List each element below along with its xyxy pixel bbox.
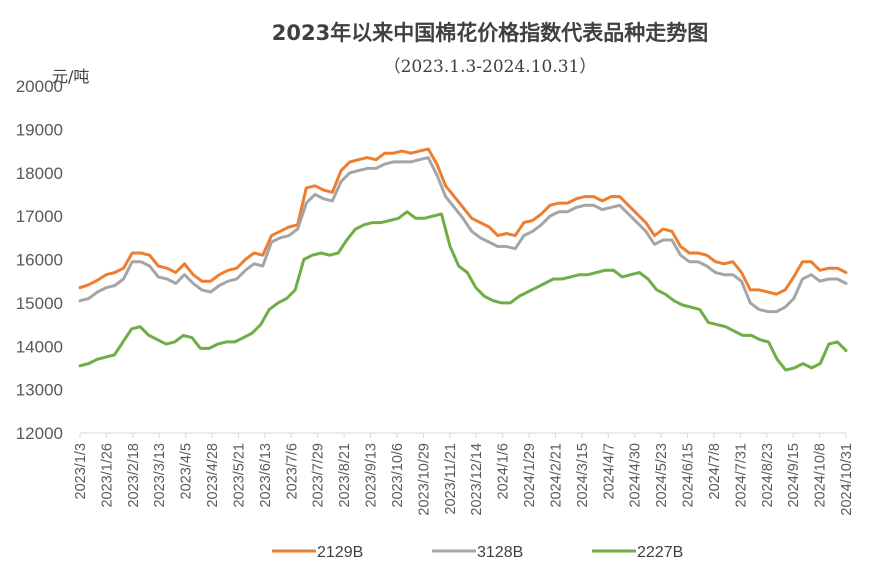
x-tick-label: 2023/10/29 <box>416 443 432 516</box>
x-axis: 2023/1/3 2023/1/26 2023/2/18 2023/3/13 2023/… <box>73 432 855 516</box>
x-tick-label: 2024/2/21 <box>548 443 564 508</box>
y-tick-label: 17000 <box>16 207 63 226</box>
x-tick-label: 2023/10/6 <box>390 443 406 508</box>
x-tick-label: 2023/12/14 <box>469 443 485 516</box>
legend-label: 3128B <box>477 544 523 561</box>
y-tick-label: 20000 <box>16 77 63 96</box>
x-tick-label: 2024/3/15 <box>575 443 591 508</box>
y-tick-label: 13000 <box>16 381 63 400</box>
y-tick-label: 19000 <box>16 120 63 139</box>
x-tick-label: 2023/7/6 <box>284 443 300 499</box>
series-line-2227B <box>78 210 848 372</box>
y-tick-label: 16000 <box>16 251 63 270</box>
x-tick-label: 2023/7/29 <box>311 443 327 508</box>
x-tick-label: 2023/8/21 <box>337 443 353 508</box>
x-tick-label: 2024/4/7 <box>601 443 617 499</box>
chart-subtitle: （2023.1.3-2024.10.31） <box>384 57 597 77</box>
x-tick-label: 2023/4/5 <box>179 443 195 499</box>
x-tick-label: 2024/9/15 <box>786 443 802 508</box>
y-axis-unit-label: 元/吨 <box>52 67 89 86</box>
y-tick-label: 15000 <box>16 294 63 313</box>
x-tick-label: 2023/4/28 <box>205 443 221 508</box>
x-tick-label: 2024/5/23 <box>654 443 670 508</box>
y-axis: 12000 13000 14000 15000 16000 17000 18000 19000… <box>16 77 63 443</box>
x-tick-label: 2023/2/18 <box>126 443 142 508</box>
chart-title: 2023年以来中国棉花价格指数代表品种走势图 <box>272 21 708 45</box>
series-line-3128B <box>78 156 848 314</box>
x-tick-label: 2024/4/30 <box>628 443 644 508</box>
x-tick-label: 2024/7/31 <box>733 443 749 508</box>
x-tick-label: 2023/1/3 <box>73 443 89 499</box>
y-tick-label: 12000 <box>16 424 63 443</box>
x-tick-label: 2024/1/6 <box>496 443 512 499</box>
x-tick-label: 2024/10/31 <box>839 443 855 516</box>
legend: 2129B 3128B 2227B <box>272 544 683 561</box>
x-tick-label: 2023/5/21 <box>231 443 247 508</box>
series-lines <box>78 147 848 372</box>
x-tick-label: 2023/6/13 <box>258 443 274 508</box>
y-tick-label: 14000 <box>16 337 63 356</box>
x-tick-label: 2023/9/13 <box>364 443 380 508</box>
x-tick-label: 2023/11/21 <box>443 443 459 515</box>
x-tick-label: 2024/1/29 <box>522 443 538 508</box>
x-tick-label: 2023/1/26 <box>99 443 115 508</box>
x-tick-label: 2024/6/15 <box>681 443 697 508</box>
x-tick-label: 2023/3/13 <box>152 443 168 508</box>
x-tick-label: 2024/8/23 <box>760 443 776 508</box>
y-tick-label: 18000 <box>16 164 63 183</box>
series-line-2129B <box>78 147 848 296</box>
x-tick-label: 2024/10/8 <box>813 443 829 508</box>
x-tick-label: 2024/7/8 <box>707 443 723 499</box>
legend-label: 2129B <box>317 544 363 561</box>
legend-label: 2227B <box>637 544 683 561</box>
